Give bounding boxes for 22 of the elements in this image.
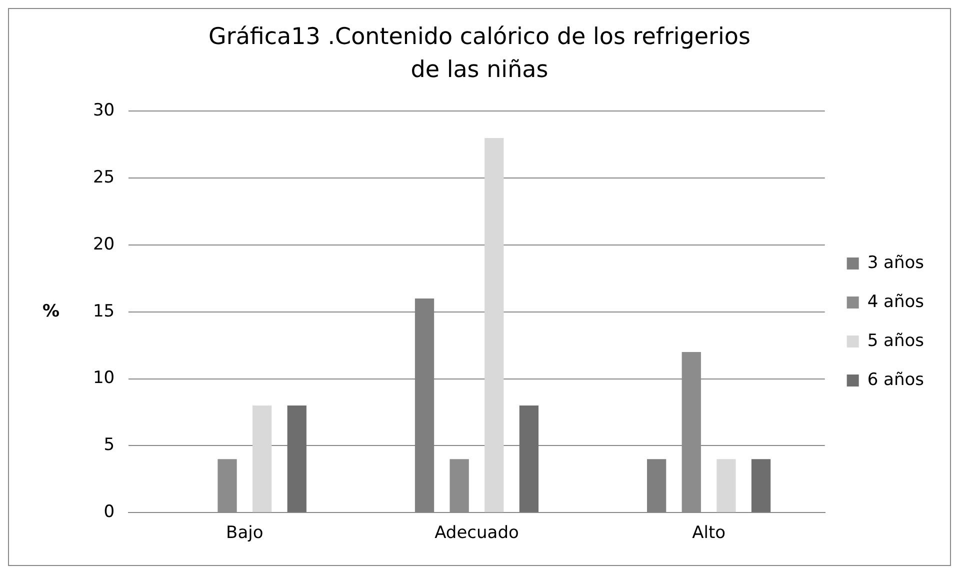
y-axis-title: % xyxy=(42,301,60,322)
bar xyxy=(716,459,736,512)
bar xyxy=(519,406,539,512)
y-tick-label: 20 xyxy=(92,234,115,254)
legend-label: 5 años xyxy=(867,330,924,351)
legend-label: 3 años xyxy=(867,252,924,273)
bar xyxy=(287,406,306,512)
y-tick-label: 30 xyxy=(92,100,115,121)
bar xyxy=(751,459,771,512)
x-tick-label: Bajo xyxy=(226,523,264,544)
chart-title: Gráfica13 .Contenido calórico de los refrigerios de las niñas xyxy=(208,23,752,85)
bar xyxy=(484,138,504,512)
y-tick-label: 15 xyxy=(92,301,115,322)
legend-label: 6 años xyxy=(867,370,924,390)
y-tick-label: 10 xyxy=(92,368,115,388)
bar xyxy=(252,406,272,512)
legend-label: 4 años xyxy=(867,292,924,312)
y-tick-label: 0 xyxy=(104,502,115,522)
x-tick-label: Adecuado xyxy=(434,523,519,544)
y-tick-label: 5 xyxy=(104,435,115,456)
x-tick-label: Alto xyxy=(692,523,726,544)
y-tick-label: 25 xyxy=(92,168,115,188)
